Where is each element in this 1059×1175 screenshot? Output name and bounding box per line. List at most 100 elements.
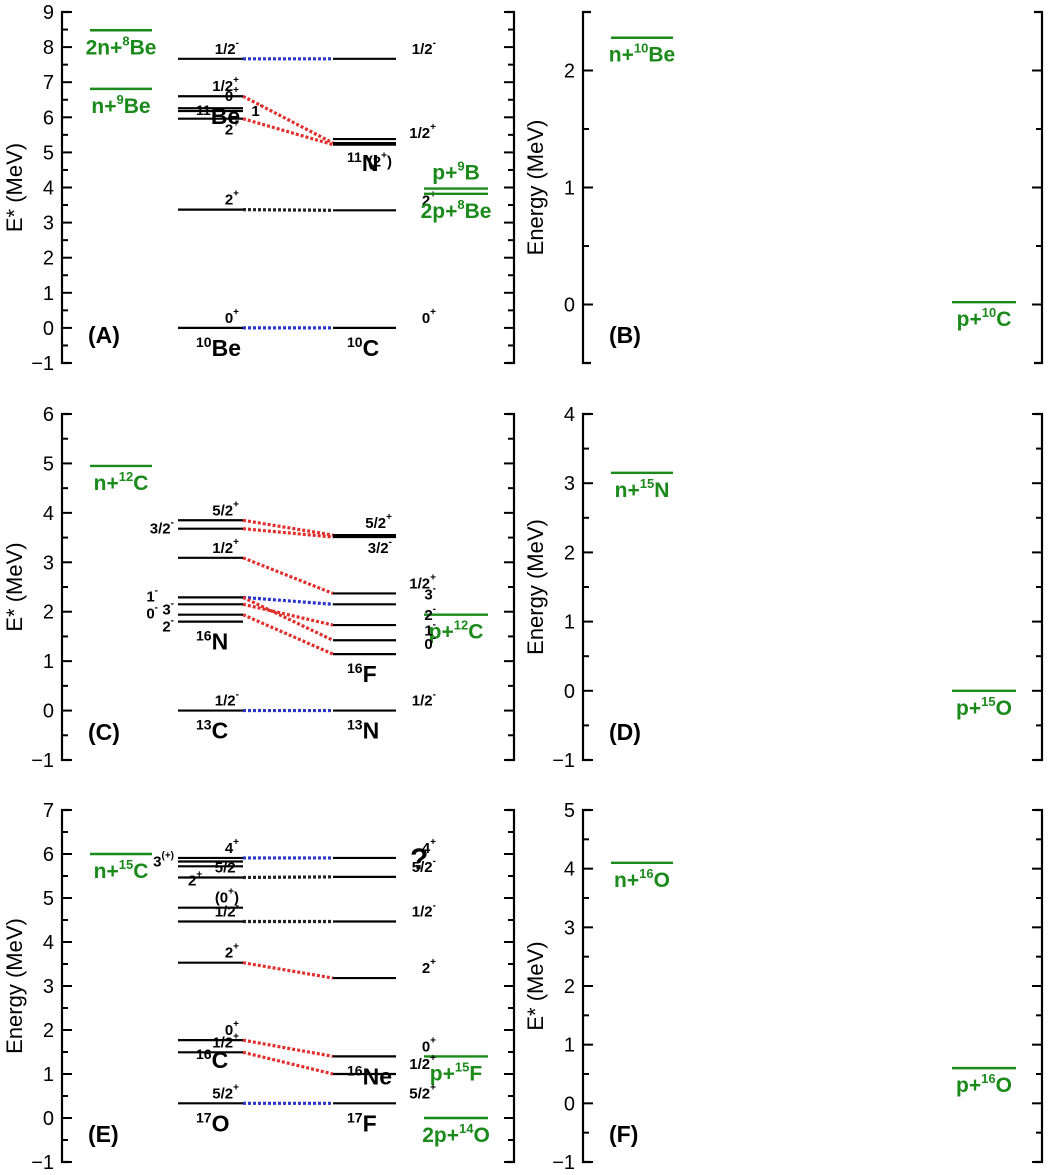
threshold-label: 2n+8Be: [86, 33, 157, 59]
panel-e: −1 0 1 2 3 4 5 6 7 Energy (MeV) (E) 0+ 2+ (0+) 2+ 3(+) 4…: [2, 800, 516, 1174]
threshold-label: n+9Be: [91, 92, 150, 118]
tick-label: 1: [564, 178, 575, 200]
tick-label: 1: [43, 283, 54, 305]
threshold-label: p+15F: [430, 1059, 483, 1085]
spin-parity-label: 2+: [422, 957, 436, 977]
tick-label: −1: [31, 1152, 54, 1174]
threshold-label: p+16O: [956, 1071, 1012, 1097]
spin-parity-label: (0+): [215, 887, 239, 907]
spin-parity-label: 5/2+: [212, 499, 239, 519]
level-shift-connector: [242, 527, 334, 539]
spin-parity-label: 3-: [162, 598, 174, 618]
tick-label: −1: [31, 750, 54, 772]
panel-b: 0 1 2 Energy (MeV) (B) 1/2- 1/2+ 1/2- 1/2+ 11Be 11…: [178, 10, 1044, 365]
y-axis-label: Energy (MeV): [523, 120, 548, 256]
level-shift-connector: [242, 1050, 334, 1076]
level-shift-connector: [242, 518, 334, 537]
tick-label: −1: [31, 353, 54, 375]
spin-parity-label: 4+: [422, 837, 436, 857]
level-shift-connector: [242, 595, 334, 606]
spin-parity-label: 2+: [225, 189, 239, 209]
tick-label: 4: [564, 859, 575, 881]
spin-parity-label: 1/2-: [412, 38, 436, 58]
tick-label: −1: [552, 1152, 575, 1174]
spin-parity-label: 2+: [225, 942, 239, 962]
threshold-label: p+12C: [429, 618, 484, 644]
nucleus-label: 16Ne: [347, 1062, 392, 1089]
spin-parity-label: 3/2-: [150, 518, 174, 538]
panel-label: (C): [88, 719, 120, 745]
panel-label: (A): [88, 322, 120, 348]
threshold-label: 2p+8Be: [421, 197, 492, 223]
tick-label: 5: [43, 453, 54, 475]
y-axis-label: Energy (MeV): [523, 519, 548, 655]
tick-label: 2: [564, 61, 575, 83]
spin-parity-label: 1/2-: [215, 38, 239, 58]
threshold-label: p+15O: [956, 694, 1012, 720]
threshold-label: n+15C: [94, 857, 149, 883]
y-axis-label: E* (MeV): [523, 941, 548, 1030]
unknown-level-marker: ?: [410, 843, 428, 876]
tick-label: 2: [43, 1020, 54, 1042]
panel-f: −1 0 1 2 3 4 5 E* (MeV) (F) 5/2+ 1/2+ 1/2- 5/2- 5/2+ 1…: [178, 800, 1044, 1174]
tick-label: 2: [43, 248, 54, 270]
spin-parity-label: 1/2-: [412, 690, 436, 710]
spin-parity-label: 0-: [424, 633, 436, 653]
spin-parity-label: 1/2-: [215, 900, 239, 920]
level-shift-connector: [242, 1038, 334, 1058]
tick-label: 5: [564, 800, 575, 822]
tick-label: 7: [43, 800, 54, 822]
level-shift-connector: [242, 613, 334, 656]
tick-label: 1: [43, 1064, 54, 1086]
panel-label: (E): [88, 1121, 119, 1147]
tick-label: 5: [43, 142, 54, 164]
nucleus-label: 13C: [196, 717, 228, 744]
tick-label: −1: [552, 750, 575, 772]
threshold-label: p+9B: [432, 159, 480, 185]
spin-parity-label: 3-: [424, 583, 436, 603]
nucleus-label: 13N: [347, 717, 379, 744]
panel-label: (D): [609, 719, 641, 745]
tick-label: 3: [564, 917, 575, 939]
threshold-label: n+15N: [615, 476, 670, 502]
spin-parity-label: 0+: [422, 307, 436, 327]
spin-parity-label: 1/2+: [409, 1053, 436, 1073]
level-shift-connector: [242, 961, 334, 980]
tick-label: 1: [564, 612, 575, 634]
spin-parity-label: 2+: [225, 119, 239, 139]
spin-parity-label: 1/2-: [215, 690, 239, 710]
spin-parity-label: 5/2-: [412, 856, 436, 876]
level-shift-connector: [242, 875, 334, 880]
tick-label: 3: [43, 213, 54, 235]
threshold-label: n+12C: [94, 469, 149, 495]
tick-label: 0: [564, 1093, 575, 1115]
spin-parity-label: 5/2+: [212, 1082, 239, 1102]
tick-label: 1: [564, 1035, 575, 1057]
threshold-label: n+16O: [614, 866, 670, 892]
nucleus-label: 10C: [347, 334, 379, 361]
spin-parity-label: 2-: [162, 616, 174, 636]
panel-c: −1 0 1 2 3 4 5 6 E* (MeV) (C) 1/2- 1/2+ 3/2- 5/2+ 1/2-…: [2, 404, 516, 772]
tick-label: 7: [43, 72, 54, 94]
tick-label: 2: [564, 976, 575, 998]
nucleus-label: 16N: [196, 628, 228, 655]
nucleus-label: 16C: [196, 1046, 228, 1073]
level-shift-connector: [242, 602, 334, 627]
tick-label: 4: [564, 404, 575, 426]
y-axis-label: Energy (MeV): [2, 918, 27, 1054]
spin-parity-label: 1/2+: [212, 1031, 239, 1051]
spin-parity-label: 1/2+: [409, 122, 436, 142]
tick-label: 5: [43, 888, 54, 910]
tick-label: 3: [564, 473, 575, 495]
spin-parity-label: 5/2-: [215, 856, 239, 876]
spin-parity-label: 0+: [422, 1035, 436, 1055]
spin-parity-label: 0+: [225, 1019, 239, 1039]
tick-label: 4: [43, 503, 54, 525]
nucleus-label: 17F: [347, 1109, 377, 1136]
level-shift-connector: [242, 208, 334, 212]
panel-label: (B): [609, 322, 641, 348]
tick-label: 2: [564, 542, 575, 564]
nucleus-label: 17O: [196, 1109, 229, 1136]
spin-parity-label: 2-: [424, 604, 436, 624]
